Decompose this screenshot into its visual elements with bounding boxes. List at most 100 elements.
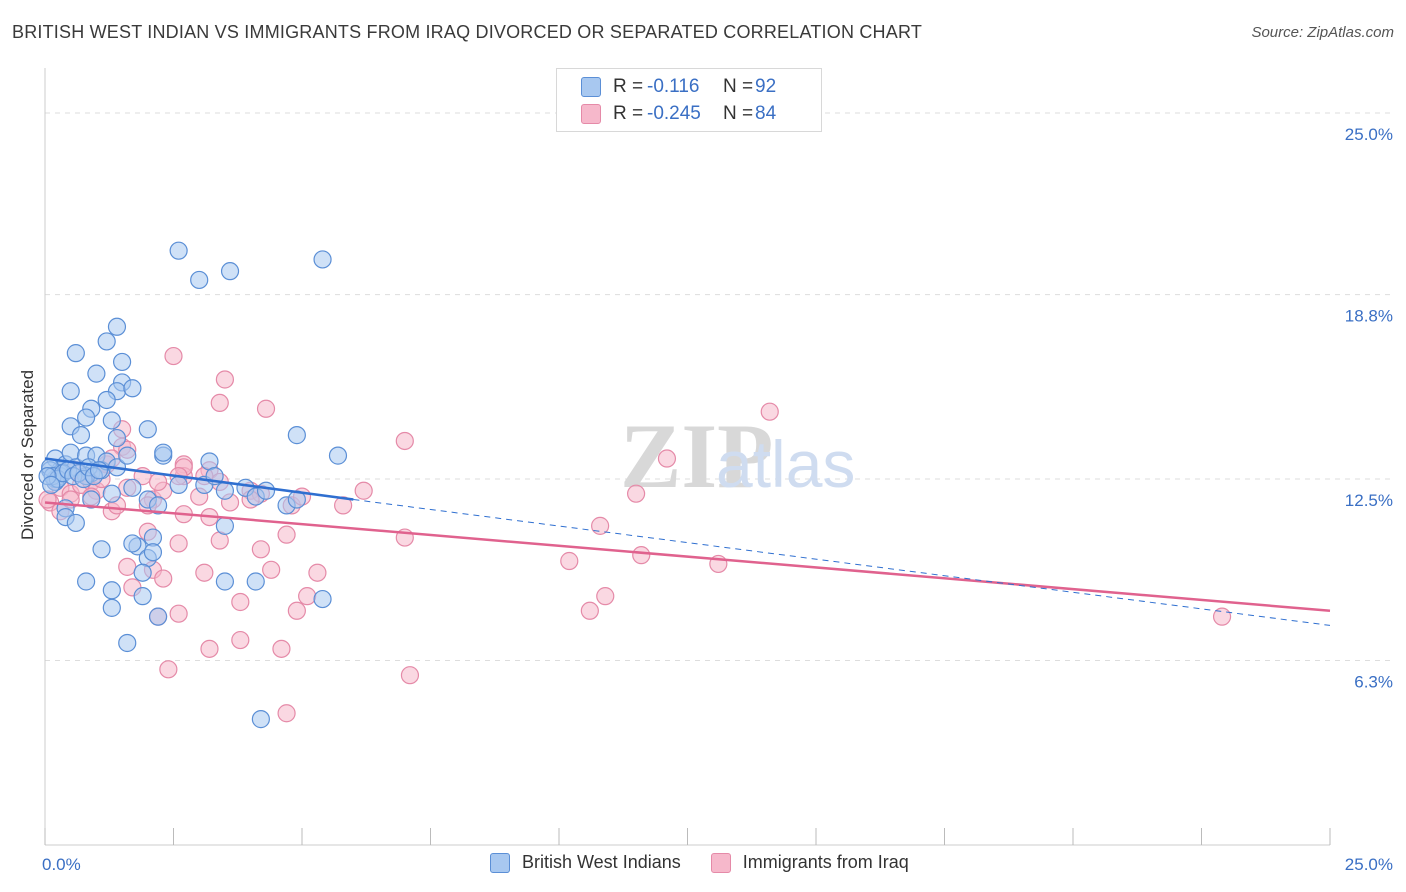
bwi-point (246, 572, 265, 591)
iraq-point (169, 604, 188, 623)
r-label: R = (613, 103, 644, 124)
iraq-point (277, 525, 296, 544)
iraq-point (210, 393, 229, 413)
bwi-point (256, 481, 276, 500)
n-value: 84 (755, 103, 777, 124)
bwi-point (77, 408, 96, 427)
iraq-point (262, 560, 281, 579)
iraq-point (334, 496, 353, 515)
gridlines (45, 112, 1395, 662)
legend-item-bwi[interactable]: British West Indians (490, 852, 681, 873)
bwi-point (112, 352, 132, 372)
n-value: 92 (755, 76, 777, 97)
bwi-point (138, 420, 157, 439)
chart-title: BRITISH WEST INDIAN VS IMMIGRANTS FROM I… (12, 22, 923, 42)
bwi-point (133, 563, 152, 582)
legend-label-iraq: Immigrants from Iraq (742, 852, 909, 872)
bwi-point (42, 475, 61, 494)
r-label: R = (613, 76, 644, 97)
series-iraq-points (38, 346, 1232, 723)
watermark-zip: ZIP (620, 405, 773, 507)
bwi-point (313, 250, 332, 269)
bwi-point (97, 390, 116, 410)
axes (44, 68, 1331, 846)
y-tick-label: 18.8% (1345, 307, 1393, 326)
r-value: -0.116 (647, 76, 700, 97)
bwi-point (66, 513, 85, 533)
bwi-point (123, 534, 142, 553)
iraq-point (231, 630, 250, 650)
iraq-point (154, 569, 173, 588)
bwi-point (143, 543, 163, 562)
bwi-trend-line (44, 457, 354, 501)
bwi-point (77, 572, 96, 591)
bwi-point (123, 379, 142, 398)
bwi-point (92, 540, 111, 559)
bwi-point (215, 572, 234, 591)
series-bwi-points (38, 241, 348, 729)
bwi-point (102, 411, 121, 430)
iraq-point (256, 399, 276, 418)
legend-item-iraq[interactable]: Immigrants from Iraq (710, 852, 909, 873)
y-tick-label: 25.0% (1345, 125, 1393, 144)
bwi-point (107, 317, 127, 336)
iraq-point (308, 563, 327, 582)
n-label: N = (723, 103, 754, 124)
iraq-point (277, 704, 296, 723)
stats-legend: R = -0.116 N = 92 R = -0.245 N = 84 (556, 68, 822, 132)
iraq-point (159, 660, 178, 679)
y-tick-label: 6.3% (1354, 673, 1393, 692)
iraq-trend-line (44, 501, 1331, 613)
iraq-point (215, 370, 234, 389)
iraq-swatch (581, 104, 601, 124)
bwi-legend-swatch (490, 852, 510, 873)
iraq-legend-swatch (710, 852, 731, 873)
iraq-point (200, 639, 219, 658)
series-legend: British West Indians Immigrants from Ira… (490, 852, 939, 873)
source-label: Source: ZipAtlas.com (1251, 24, 1394, 41)
iraq-point (632, 546, 651, 565)
bwi-point (169, 475, 188, 494)
y-tick-label: 12.5% (1345, 491, 1393, 510)
bwi-point (97, 332, 116, 351)
iraq-point (591, 516, 610, 535)
bwi-point (220, 262, 240, 281)
iraq-point (164, 346, 183, 366)
bwi-point (169, 241, 188, 260)
iraq-point (580, 601, 599, 620)
iraq-point (148, 472, 168, 492)
bwi-trend-extension (353, 499, 1331, 626)
x-tick-labels: 0.0% 25.0% (42, 855, 1393, 874)
bwi-point (66, 344, 85, 363)
n-label: N = (723, 76, 754, 97)
bwi-point (118, 446, 137, 465)
bwi-swatch (581, 77, 601, 97)
iraq-point (251, 540, 270, 559)
bwi-point (251, 710, 270, 729)
iraq-point (287, 601, 306, 620)
bwi-point (287, 426, 306, 445)
bwi-point (328, 446, 348, 465)
bwi-point (313, 589, 332, 609)
bwi-point (148, 496, 168, 515)
bwi-point (118, 633, 137, 653)
bwi-point (82, 490, 101, 509)
x-tick-label: 25.0% (1345, 855, 1393, 874)
iraq-point (169, 534, 188, 553)
bwi-point (154, 443, 173, 462)
bwi-point (215, 516, 234, 535)
legend-label-bwi: British West Indians (522, 852, 681, 872)
y-axis-label: Divorced or Separated (18, 370, 37, 540)
iraq-point (560, 551, 579, 571)
bwi-point (148, 607, 168, 626)
bwi-point (102, 581, 121, 600)
iraq-point (272, 639, 291, 658)
iraq-point (298, 587, 317, 606)
bwi-point (190, 270, 209, 290)
bwi-point (87, 364, 106, 383)
iraq-point (760, 402, 779, 421)
bwi-point (123, 478, 142, 497)
bwi-point (102, 484, 121, 503)
iraq-point (354, 481, 373, 500)
